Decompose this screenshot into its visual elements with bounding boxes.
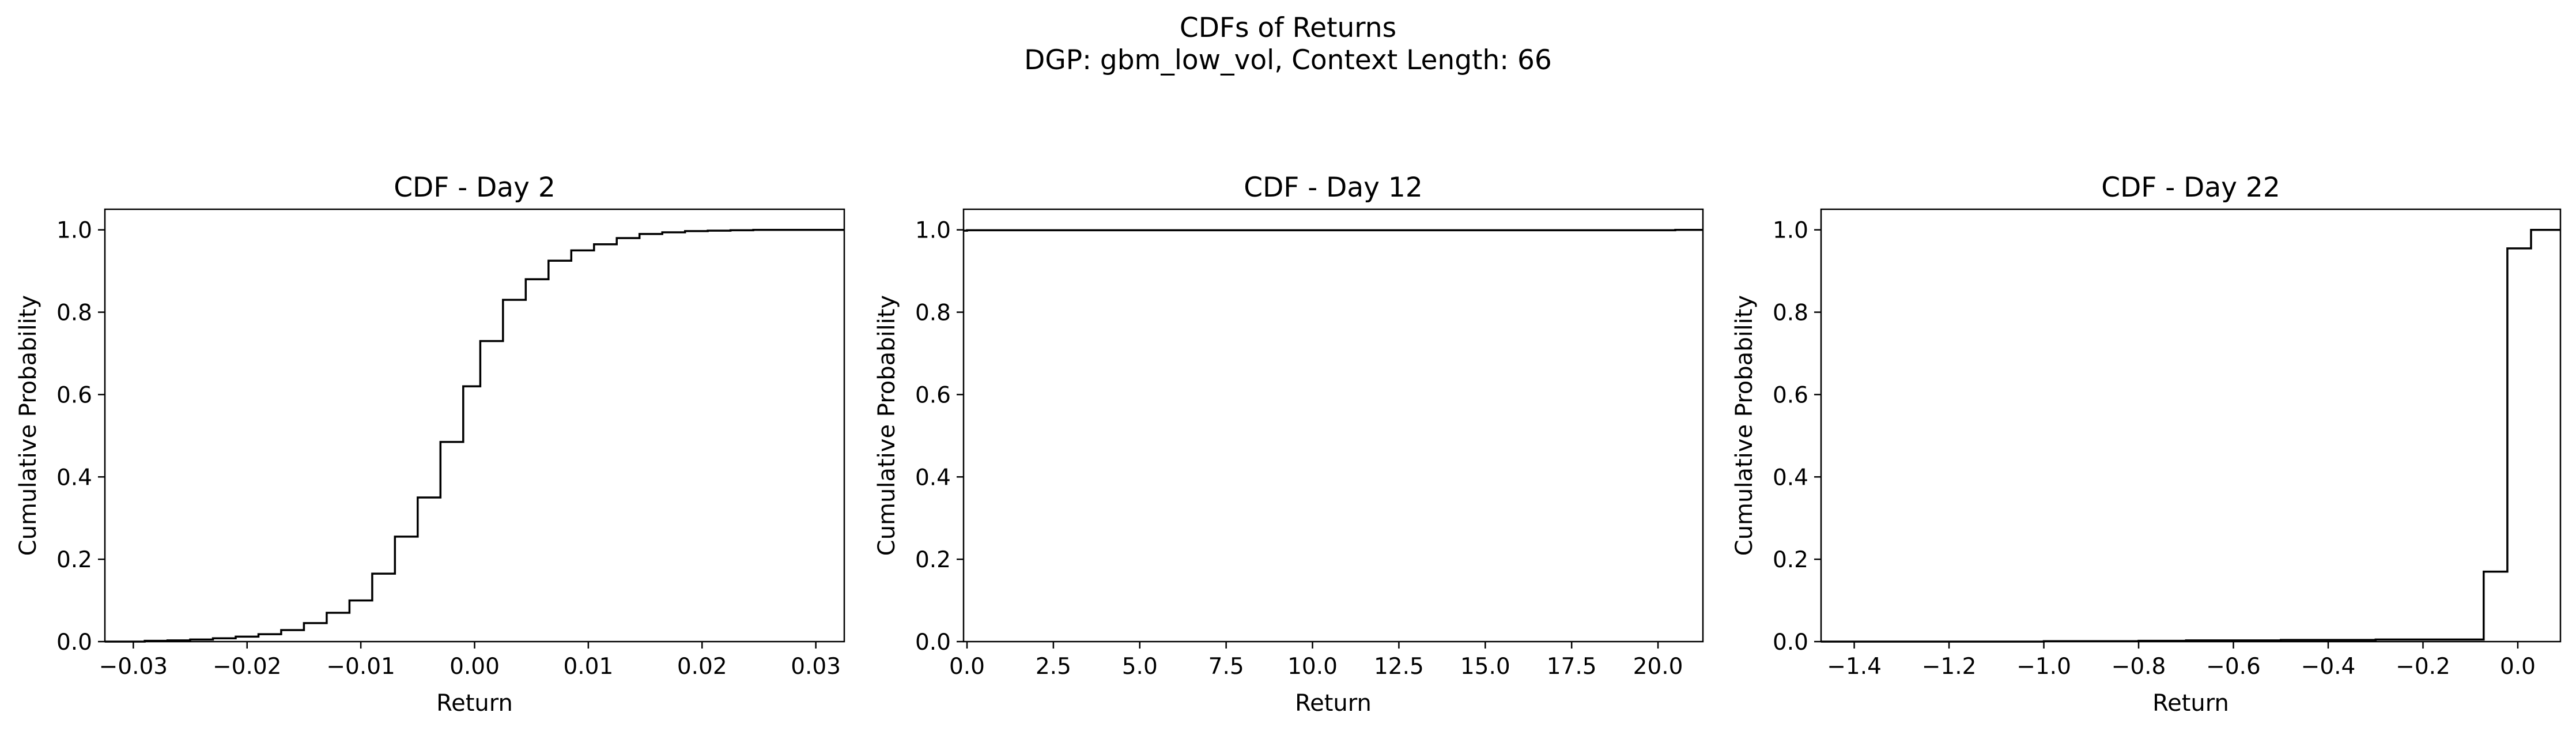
cdf-step-line — [964, 228, 1703, 232]
x-tick-label: 15.0 — [1460, 654, 1510, 680]
panel-title: CDF - Day 2 — [394, 172, 556, 203]
axes-frame — [1820, 208, 2562, 643]
panel-3: CDF - Day 22 −1.4 −1.2 −1.0 −0.8 −0.6 −0.4 −0.2… — [1731, 172, 2562, 717]
panel-title: CDF - Day 22 — [2101, 172, 2280, 203]
y-tick-label: 1.0 — [915, 218, 951, 244]
y-tick-label: 0.8 — [56, 300, 92, 326]
y-tick-label: 1.0 — [1773, 218, 1808, 244]
y-axis-label: Cumulative Probability — [15, 295, 41, 556]
x-tick-label: 17.5 — [1547, 654, 1597, 680]
x-tick-label: −0.6 — [2206, 654, 2261, 680]
y-axis-label: Cumulative Probability — [1731, 295, 1758, 556]
y-tick-label: 0.2 — [915, 547, 951, 573]
cdf-step-line — [105, 228, 844, 643]
y-tick-label: 0.6 — [915, 382, 951, 408]
x-tick-label: 5.0 — [1122, 654, 1158, 680]
y-tick-label: 0.4 — [915, 465, 951, 491]
y-tick-label: 0.6 — [56, 382, 92, 408]
x-tick-label: −0.8 — [2112, 654, 2166, 680]
x-tick-label: −0.01 — [326, 654, 395, 680]
y-tick-label: 0.4 — [56, 465, 92, 491]
x-tick-label: −0.2 — [2396, 654, 2450, 680]
x-tick-label: 12.5 — [1374, 654, 1424, 680]
x-tick-label: 20.0 — [1633, 654, 1683, 680]
figure-title: CDFs of Returns — [1180, 12, 1396, 44]
x-axis-label: Return — [1295, 690, 1372, 717]
y-tick-label: 0.2 — [56, 547, 92, 573]
y-tick-label: 0.0 — [915, 630, 951, 655]
x-tick-label: 0.03 — [791, 654, 841, 680]
x-tick-label: −1.2 — [1922, 654, 1977, 680]
y-tick-label: 0.2 — [1773, 547, 1808, 573]
x-tick-label: 2.5 — [1036, 654, 1071, 680]
y-tick-label: 0.8 — [1773, 300, 1808, 326]
x-axis-label: Return — [2152, 690, 2229, 717]
x-tick-label: 7.5 — [1208, 654, 1244, 680]
x-tick-label: 0.0 — [949, 654, 985, 680]
x-tick-label: 0.01 — [563, 654, 613, 680]
x-tick-label: −0.4 — [2301, 654, 2356, 680]
x-tick-label: −1.4 — [1827, 654, 1882, 680]
y-tick-label: 1.0 — [56, 218, 92, 244]
y-tick-label: 0.0 — [1773, 630, 1808, 655]
x-tick-label: 0.00 — [450, 654, 500, 680]
figure-subtitle: DGP: gbm_low_vol, Context Length: 66 — [1024, 44, 1552, 76]
x-tick-label: −0.03 — [99, 654, 168, 680]
panel-2: CDF - Day 12 0.0 2.5 5.0 7.5 10.0 12.5 15.0 17.5… — [874, 172, 1704, 717]
x-tick-label: 0.0 — [2500, 654, 2536, 680]
panels: CDF - Day 2−0.03 −0.02 −0.01 0.00 0.01 0.02 0.… — [15, 172, 2562, 717]
y-tick-label: 0.4 — [1773, 465, 1808, 491]
x-tick-label: −0.02 — [213, 654, 282, 680]
y-tick-label: 0.8 — [915, 300, 951, 326]
panel-title: CDF - Day 12 — [1244, 172, 1422, 203]
x-axis-label: Return — [436, 690, 513, 717]
x-tick-label: 0.02 — [677, 654, 727, 680]
y-tick-label: 0.6 — [1773, 382, 1808, 408]
x-tick-label: 10.0 — [1287, 654, 1338, 680]
y-axis-label: Cumulative Probability — [874, 295, 900, 556]
axes-frame — [962, 208, 1704, 643]
y-tick-label: 0.0 — [56, 630, 92, 655]
x-tick-label: −1.0 — [2016, 654, 2071, 680]
panel-1: CDF - Day 2 −0.03 −0.02 −0.01 0.00 0.01 0.02 0.… — [15, 172, 845, 717]
